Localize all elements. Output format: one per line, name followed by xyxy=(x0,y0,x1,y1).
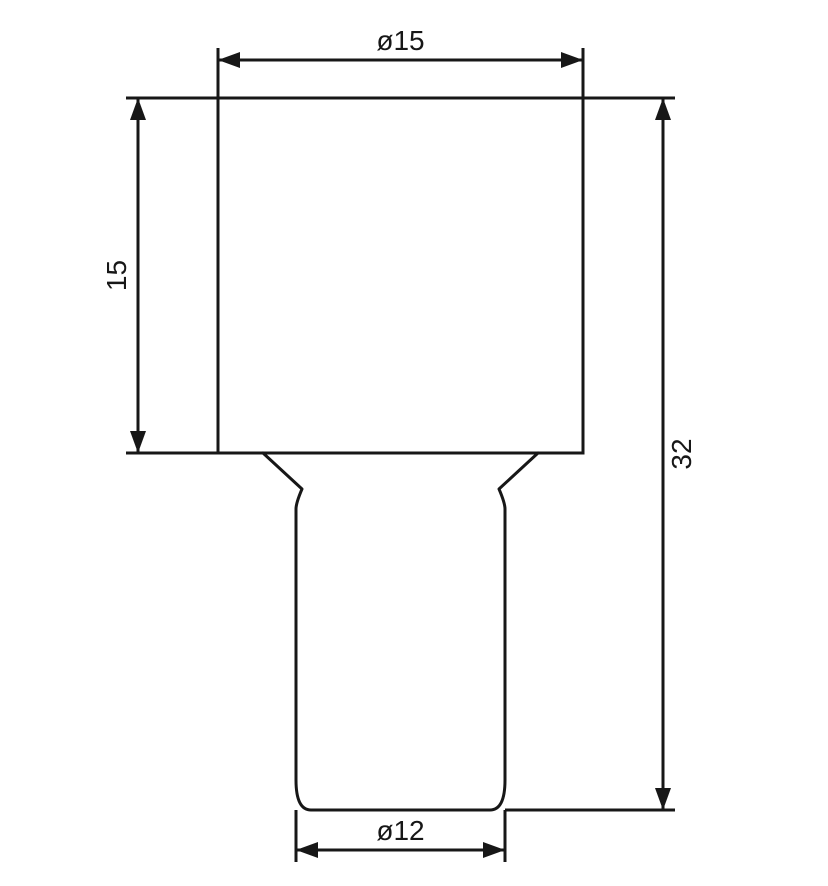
technical-drawing: ø15 ø12 15 32 xyxy=(0,0,828,886)
dim-label-bottom-diameter: ø12 xyxy=(376,815,424,846)
dim-label-top-diameter: ø15 xyxy=(376,25,424,56)
dim-label-total-height: 32 xyxy=(666,438,697,469)
dim-label-shade-height: 15 xyxy=(101,260,132,291)
